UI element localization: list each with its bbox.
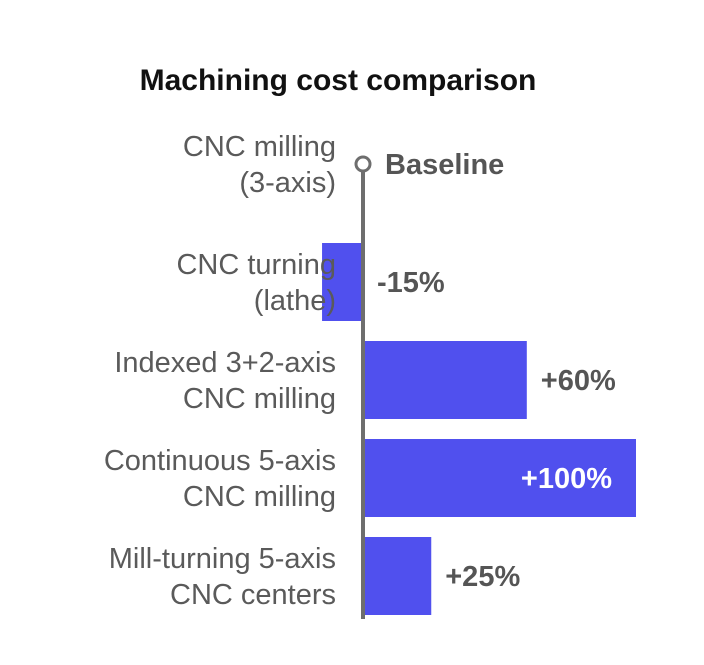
category-label: CNC milling [183,481,336,513]
baseline-marker [354,155,372,173]
value-label: +60% [541,365,616,397]
value-label: -15% [377,267,445,299]
category-label: (lathe) [254,285,336,317]
bar [363,341,527,419]
category-label: CNC milling [183,383,336,415]
bar [322,243,363,321]
labels-layer: CNC milling (3-axis) Baseline CNC turning (l… [104,131,616,611]
bar [363,537,432,615]
value-label: +25% [445,561,520,593]
category-label: Continuous 5-axis [104,445,336,477]
category-label: Mill-turning 5-axis [109,543,336,575]
category-label: CNC turning [176,249,336,281]
category-label: (3-axis) [239,167,336,199]
chart-title: Machining cost comparison [140,64,537,97]
category-label: Indexed 3+2-axis [114,347,336,379]
bar [363,439,636,517]
axis-layer [354,155,372,619]
category-label: CNC centers [170,579,336,611]
category-label: CNC milling [183,131,336,163]
baseline-label: Baseline [385,149,504,181]
value-label: +100% [521,463,612,495]
bars-layer [322,243,636,615]
